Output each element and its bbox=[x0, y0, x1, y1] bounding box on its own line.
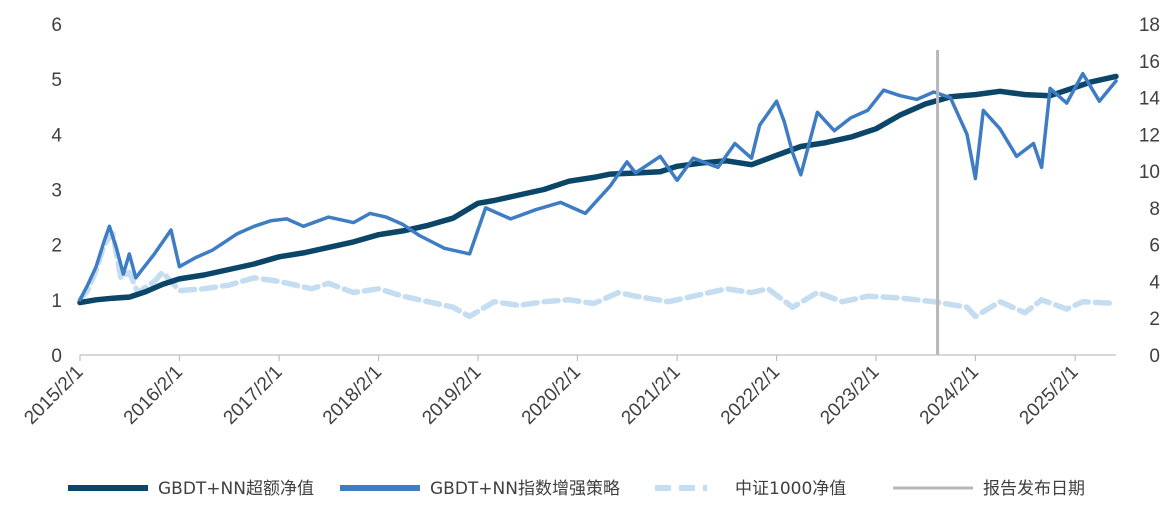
y-right-tick-9: 18 bbox=[1139, 15, 1160, 36]
x-tick-label-2: 2017/2/1 bbox=[220, 362, 287, 429]
y-right-tick-4: 8 bbox=[1149, 199, 1160, 220]
x-tick-label-0: 2015/2/1 bbox=[20, 362, 87, 429]
x-tick-label-4: 2019/2/1 bbox=[418, 362, 485, 429]
x-tick-label-7: 2022/2/1 bbox=[717, 362, 784, 429]
legend-label-1: GBDT+NN超额净值 bbox=[158, 479, 314, 499]
y-left-tick-2: 2 bbox=[51, 236, 62, 257]
y-left-tick-3: 3 bbox=[51, 181, 62, 202]
series-line-3 bbox=[77, 230, 1119, 320]
legend-label-4: 报告发布日期 bbox=[983, 479, 1085, 499]
legend-label-2: GBDT+NN指数增强策略 bbox=[430, 479, 620, 499]
x-tick-label-1: 2016/2/1 bbox=[120, 362, 187, 429]
series-line-2 bbox=[78, 71, 1118, 302]
y-right-tick-0: 0 bbox=[1149, 346, 1160, 367]
y-left-tick-4: 4 bbox=[51, 125, 62, 146]
x-tick-label-8: 2023/2/1 bbox=[816, 362, 883, 429]
y-left-tick-1: 1 bbox=[51, 291, 62, 312]
y-right-tick-3: 6 bbox=[1149, 236, 1160, 257]
y-right-tick-7: 14 bbox=[1139, 89, 1161, 110]
y-right-tick-5: 10 bbox=[1139, 162, 1160, 183]
x-tick-label-5: 2020/2/1 bbox=[518, 362, 585, 429]
series-line-1 bbox=[77, 73, 1119, 306]
y-left-tick-0: 0 bbox=[51, 346, 62, 367]
y-right-tick-2: 4 bbox=[1149, 272, 1160, 293]
x-tick-label-6: 2021/2/1 bbox=[618, 362, 685, 429]
x-tick-label-10: 2025/2/1 bbox=[1016, 362, 1083, 429]
legend-label-3: 中证1000净值 bbox=[735, 479, 846, 499]
x-tick-label-3: 2018/2/1 bbox=[319, 362, 386, 429]
legend: GBDT+NN超额净值 GBDT+NN指数增强策略 中证1000净值 报告发布日期 bbox=[68, 479, 1085, 499]
y-right-tick-8: 16 bbox=[1139, 52, 1160, 73]
y-right-tick-1: 2 bbox=[1149, 309, 1160, 330]
y-left-tick-5: 5 bbox=[51, 70, 62, 91]
x-tick-label-9: 2024/2/1 bbox=[916, 362, 983, 429]
y-left-tick-6: 6 bbox=[51, 15, 62, 36]
y-right-tick-6: 12 bbox=[1139, 125, 1160, 146]
series-layer bbox=[77, 71, 1119, 320]
